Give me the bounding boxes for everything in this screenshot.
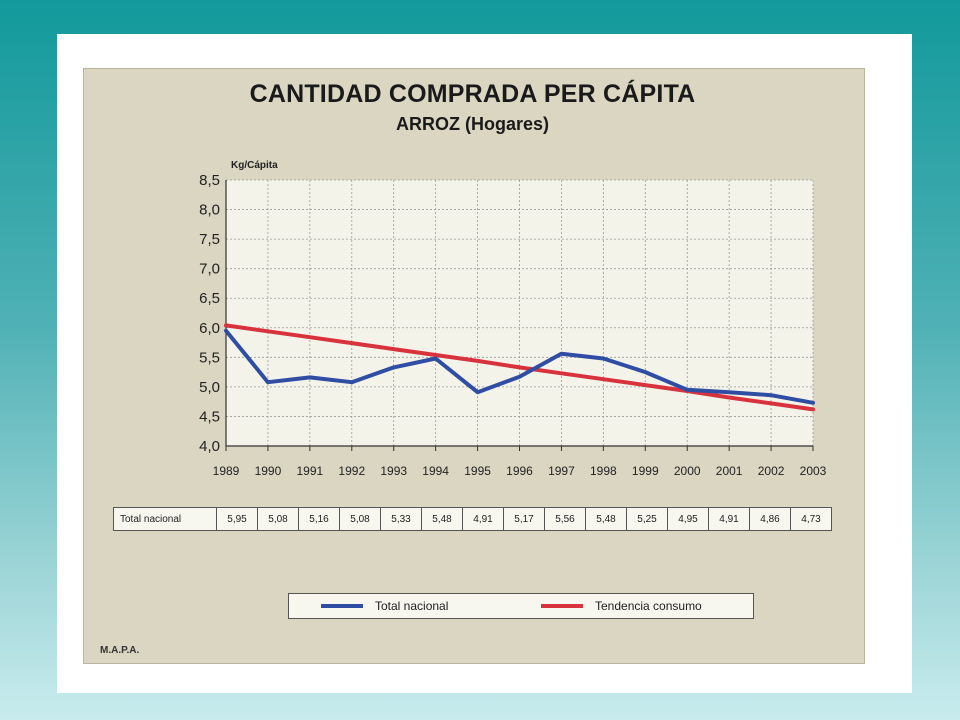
table-cell: 4,91 (708, 507, 750, 531)
table-cell: 5,33 (380, 507, 422, 531)
y-tick-label: 6,5 (199, 290, 220, 307)
x-tick-label: 2002 (758, 464, 785, 478)
x-tick-label: 2000 (674, 464, 701, 478)
table-cell: 4,95 (667, 507, 709, 531)
table-cell: 5,08 (257, 507, 299, 531)
footer-credit: M.A.P.A. (100, 645, 140, 656)
x-tick-label: 1991 (297, 464, 324, 478)
table-cell: 5,56 (544, 507, 586, 531)
legend-item-trend: Tendencia consumo (541, 599, 702, 613)
y-tick-labels: 8,5 8,0 7,5 7,0 6,5 6,0 5,5 5,0 4,5 4,0 (199, 172, 220, 455)
legend-label-total: Total nacional (375, 599, 449, 613)
legend-item-total: Total nacional (321, 599, 448, 613)
table-cell: 5,08 (339, 507, 381, 531)
table-cell: 4,86 (749, 507, 791, 531)
series-total-nacional-line (224, 328, 815, 405)
y-tick-label: 7,5 (199, 231, 220, 248)
y-axis-unit-label: Kg/Cápita (231, 160, 278, 171)
y-tick-label: 5,0 (199, 379, 220, 396)
table-row-label: Total nacional (113, 507, 217, 531)
y-tick-label: 4,5 (199, 408, 220, 425)
table-cell: 4,73 (790, 507, 832, 531)
table-row: Total nacional 5,95 5,08 5,16 5,08 5,33 5,48 4… (113, 507, 832, 531)
y-tick-label: 8,5 (199, 172, 220, 189)
chart-subtitle: ARROZ (Hogares) (395, 114, 549, 134)
x-tick-label: 1995 (464, 464, 491, 478)
y-tick-label: 8,0 (199, 202, 220, 219)
x-tick-label: 1990 (255, 464, 282, 478)
x-tick-label: 2003 (800, 464, 827, 478)
x-tick-labels: 1989 1990 1991 1992 1993 1994 1995 1996 1997 1998… (213, 464, 827, 478)
series-tendencia-consumo-line (224, 323, 815, 412)
x-tick-label: 1993 (380, 464, 407, 478)
series-lines (224, 323, 815, 412)
axes (225, 180, 814, 451)
table-cell: 4,91 (462, 507, 504, 531)
legend: Total nacional Tendencia consumo (288, 593, 754, 619)
x-tick-label: 1998 (590, 464, 617, 478)
table-cell: 5,25 (626, 507, 668, 531)
table-cell: 5,17 (503, 507, 545, 531)
x-tick-label: 1997 (548, 464, 575, 478)
x-tick-label: 1989 (213, 464, 240, 478)
legend-swatch-trend (541, 604, 583, 608)
table-cell: 5,16 (298, 507, 340, 531)
table-cell: 5,95 (216, 507, 258, 531)
chart-title: CANTIDAD COMPRADA PER CÁPITA (249, 80, 696, 108)
x-tick-label: 1994 (422, 464, 449, 478)
y-tick-label: 6,0 (199, 320, 220, 337)
y-tick-label: 5,5 (199, 349, 220, 366)
y-tick-label: 4,0 (199, 438, 220, 455)
x-tick-label: 1999 (632, 464, 659, 478)
table-cell: 5,48 (421, 507, 463, 531)
legend-label-trend: Tendencia consumo (595, 599, 702, 613)
x-tick-label: 1996 (506, 464, 533, 478)
legend-swatch-total (321, 604, 363, 608)
x-tick-label: 1992 (338, 464, 365, 478)
data-table: Total nacional 5,95 5,08 5,16 5,08 5,33 5,48 4… (113, 507, 832, 531)
grid-lines (225, 179, 814, 447)
y-tick-label: 7,0 (199, 261, 220, 278)
table-cell: 5,48 (585, 507, 627, 531)
x-tick-label: 2001 (716, 464, 743, 478)
